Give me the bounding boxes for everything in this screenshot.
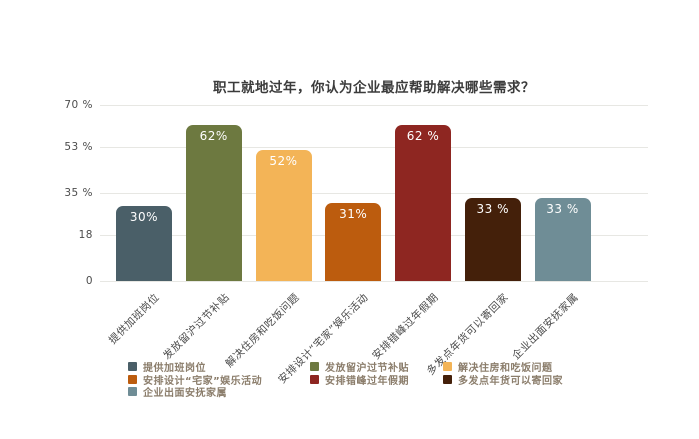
legend-item: 发放留沪过节补贴: [310, 361, 443, 375]
bar-value-label: 31%: [339, 207, 368, 222]
legend-label: 发放留沪过节补贴: [325, 363, 409, 375]
legend: 提供加班岗位 发放留沪过节补贴 解决住房和吃饭问题安排设计“宅家”娱乐活动 安排错峰过…: [128, 361, 683, 400]
y-axis-tick-label: 35 %: [64, 186, 93, 199]
legend-item: 企业出面安抚家属: [128, 386, 310, 400]
x-axis-category-label: 提供加班岗位: [106, 291, 162, 347]
legend-swatch: [443, 374, 452, 384]
legend-swatch: [310, 374, 319, 384]
bar-value-label: 33 %: [546, 202, 579, 217]
legend-swatch: [310, 362, 319, 372]
bar: 33 %: [464, 198, 521, 281]
chart-title: 职工就地过年，你认为企业最应帮助解决哪些需求？: [213, 80, 535, 96]
bar-value-label: 52%: [269, 154, 298, 169]
legend-swatch: [128, 387, 137, 397]
legend-label: 企业出面安抚家属: [143, 388, 227, 400]
bar: 62%: [185, 125, 242, 281]
bar-value-label: 62%: [199, 129, 228, 144]
y-axis-tick-label: 18: [78, 229, 93, 242]
legend-item: 解决住房和吃饭问题: [443, 361, 683, 375]
x-axis-category-label: 安排错峰过年假期: [370, 291, 441, 363]
legend-label: 提供加班岗位: [143, 363, 206, 375]
x-axis-category-label: 解决住房和吃饭问题: [222, 291, 302, 370]
legend-label: 安排错峰过年假期: [325, 375, 409, 387]
legend-item: 安排错峰过年假期: [310, 374, 443, 387]
y-axis-tick-label: 0: [85, 274, 93, 287]
y-axis-tick-label: 70 %: [64, 98, 93, 111]
bar-value-label: 33 %: [476, 202, 509, 217]
legend-item: 提供加班岗位: [128, 361, 310, 375]
legend-label: 解决住房和吃饭问题: [458, 363, 553, 375]
legend-item: 多发点年货可以寄回家: [443, 374, 683, 387]
legend-item: 安排设计“宅家”娱乐活动: [128, 374, 310, 387]
bar: 33 %: [534, 198, 591, 281]
bar-value-label: 30%: [129, 209, 159, 224]
legend-swatch: [443, 362, 452, 372]
y-axis-tick-label: 53 %: [64, 141, 93, 154]
gridline: [100, 192, 648, 194]
legend-label: 安排设计“宅家”娱乐活动: [143, 375, 263, 387]
x-axis-category-label: 发放留沪过节补贴: [160, 291, 232, 363]
bar: 62 %: [395, 125, 451, 281]
bar: 31%: [325, 203, 382, 281]
legend-swatch: [128, 374, 137, 384]
gridline: [100, 280, 648, 282]
bar: 30%: [116, 205, 172, 281]
bar: 52%: [255, 150, 312, 281]
gridline: [100, 104, 648, 106]
legend-swatch: [128, 362, 137, 372]
gridline: [100, 147, 648, 149]
x-axis-category-label: 企业出面安抚家属: [509, 291, 581, 363]
bar-value-label: 62 %: [406, 129, 440, 144]
legend-label: 多发点年货可以寄回家: [458, 375, 563, 387]
